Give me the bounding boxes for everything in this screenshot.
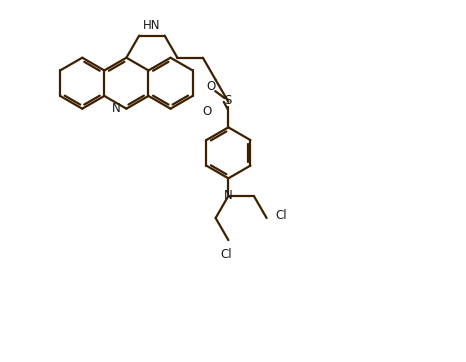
Text: Cl: Cl bbox=[220, 248, 232, 261]
Text: HN: HN bbox=[143, 19, 160, 32]
Text: S: S bbox=[225, 93, 232, 106]
Text: Cl: Cl bbox=[276, 209, 288, 222]
Text: O: O bbox=[203, 105, 212, 118]
Text: N: N bbox=[224, 189, 233, 202]
Text: O: O bbox=[206, 80, 215, 93]
Text: N: N bbox=[112, 102, 121, 115]
